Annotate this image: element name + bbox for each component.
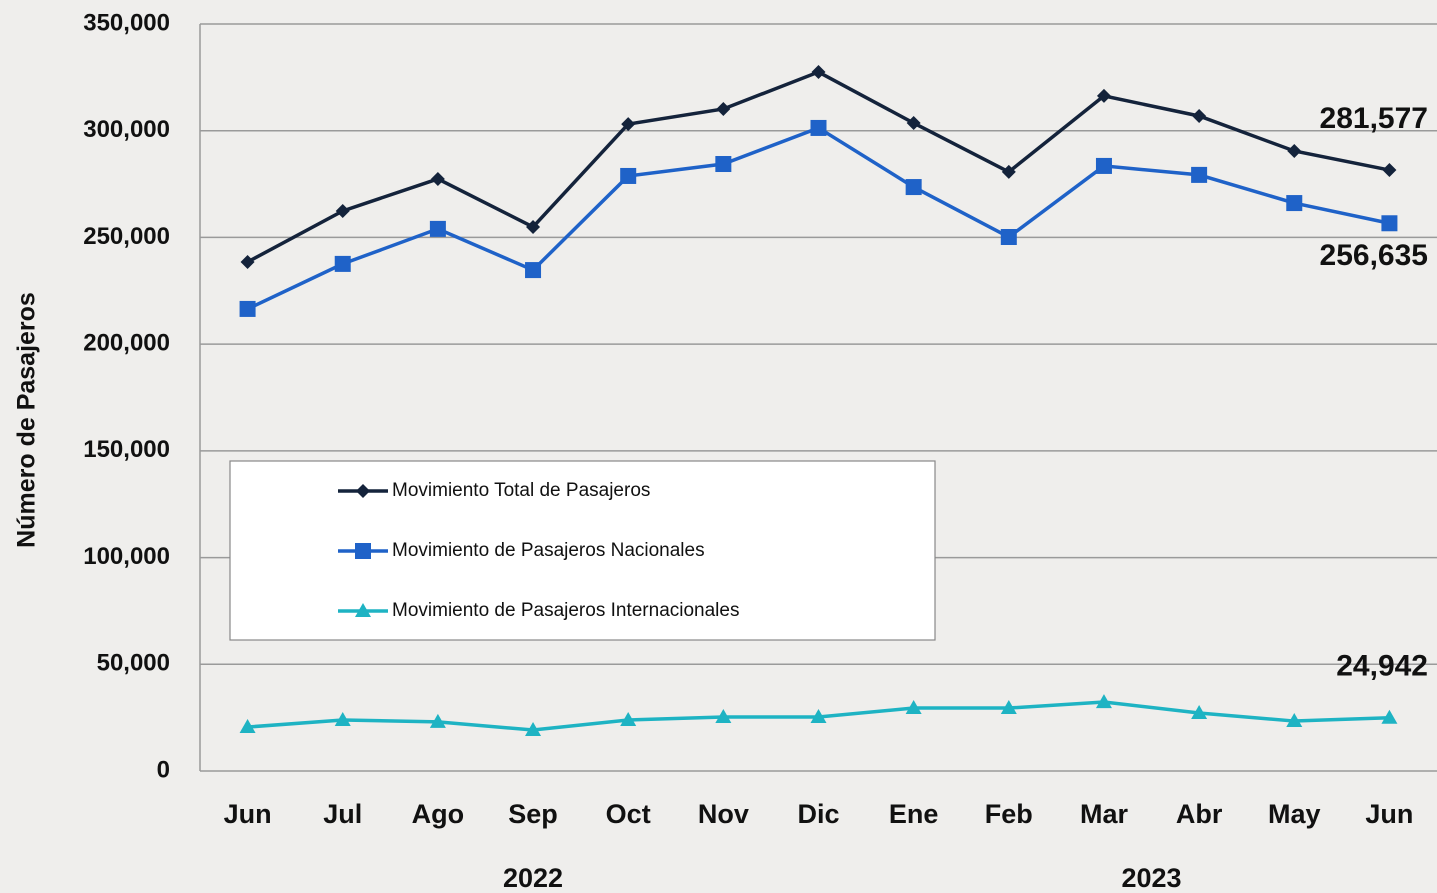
point [905,179,922,196]
legend-marker [355,543,371,559]
legend-label: Movimiento de Pasajeros Nacionales [392,540,705,561]
x-tick-label: Jun [1365,799,1413,829]
x-tick-label: Jun [224,799,272,829]
series-line [246,70,1390,264]
series-line [246,125,1390,311]
point [905,700,922,715]
x-tick-label: Dic [797,799,839,829]
point [715,709,732,724]
y-tick-label: 150,000 [83,436,170,463]
point [429,713,446,728]
point [1000,229,1017,246]
point [429,220,446,237]
point [621,117,636,132]
point [810,709,827,724]
point [335,203,350,218]
point [526,219,541,234]
x-tick-label: Mar [1080,799,1129,829]
legend-label: Movimiento de Pasajeros Internacionales [392,600,739,621]
x-tick-label: Nov [698,799,749,829]
point [1095,157,1112,174]
point [334,711,351,726]
point [811,65,826,80]
point [906,116,921,131]
point [1191,166,1208,183]
data-label: 256,635 [1320,239,1428,272]
legend-marker [356,484,370,498]
y-tick-label: 200,000 [83,329,170,356]
point [525,722,542,737]
x-group-label: 2023 [1121,863,1181,893]
point [620,711,637,726]
point [525,262,542,279]
y-tick-label: 50,000 [97,650,170,677]
point [239,719,256,734]
legend-marker [355,603,371,617]
point [1095,694,1112,709]
y-tick-label: 100,000 [83,543,170,570]
y-tick-label: 300,000 [83,116,170,143]
x-tick-label: Oct [606,799,651,829]
x-tick-label: Feb [985,799,1033,829]
data-label: 281,577 [1320,102,1428,135]
point [1381,215,1398,232]
x-tick-label: Abr [1176,799,1223,829]
x-group-label: 2022 [503,863,563,893]
point [334,255,351,272]
point [240,254,255,269]
y-tick-label: 350,000 [83,9,170,36]
point [1096,88,1111,103]
point [430,171,445,186]
point [1287,143,1302,158]
legend-label: Movimiento Total de Pasajeros [392,480,650,501]
point [1001,164,1016,179]
point [810,119,827,136]
x-tick-label: Ene [889,799,939,829]
point [1192,108,1207,123]
point [620,167,637,184]
y-axis-label: Número de Pasajeros [13,292,41,548]
point [1000,700,1017,715]
point [1191,704,1208,719]
y-tick-label: 0 [157,756,170,783]
point [1381,709,1398,724]
y-tick-label: 250,000 [83,223,170,250]
point [239,300,256,317]
x-tick-label: May [1268,799,1321,829]
x-tick-label: Sep [508,799,558,829]
point [1382,163,1397,178]
point [1286,195,1303,212]
x-tick-label: Jul [323,799,362,829]
x-tick-label: Ago [412,799,464,829]
data-label: 24,942 [1336,650,1428,683]
point [1286,713,1303,728]
point [716,101,731,116]
point [715,156,732,173]
